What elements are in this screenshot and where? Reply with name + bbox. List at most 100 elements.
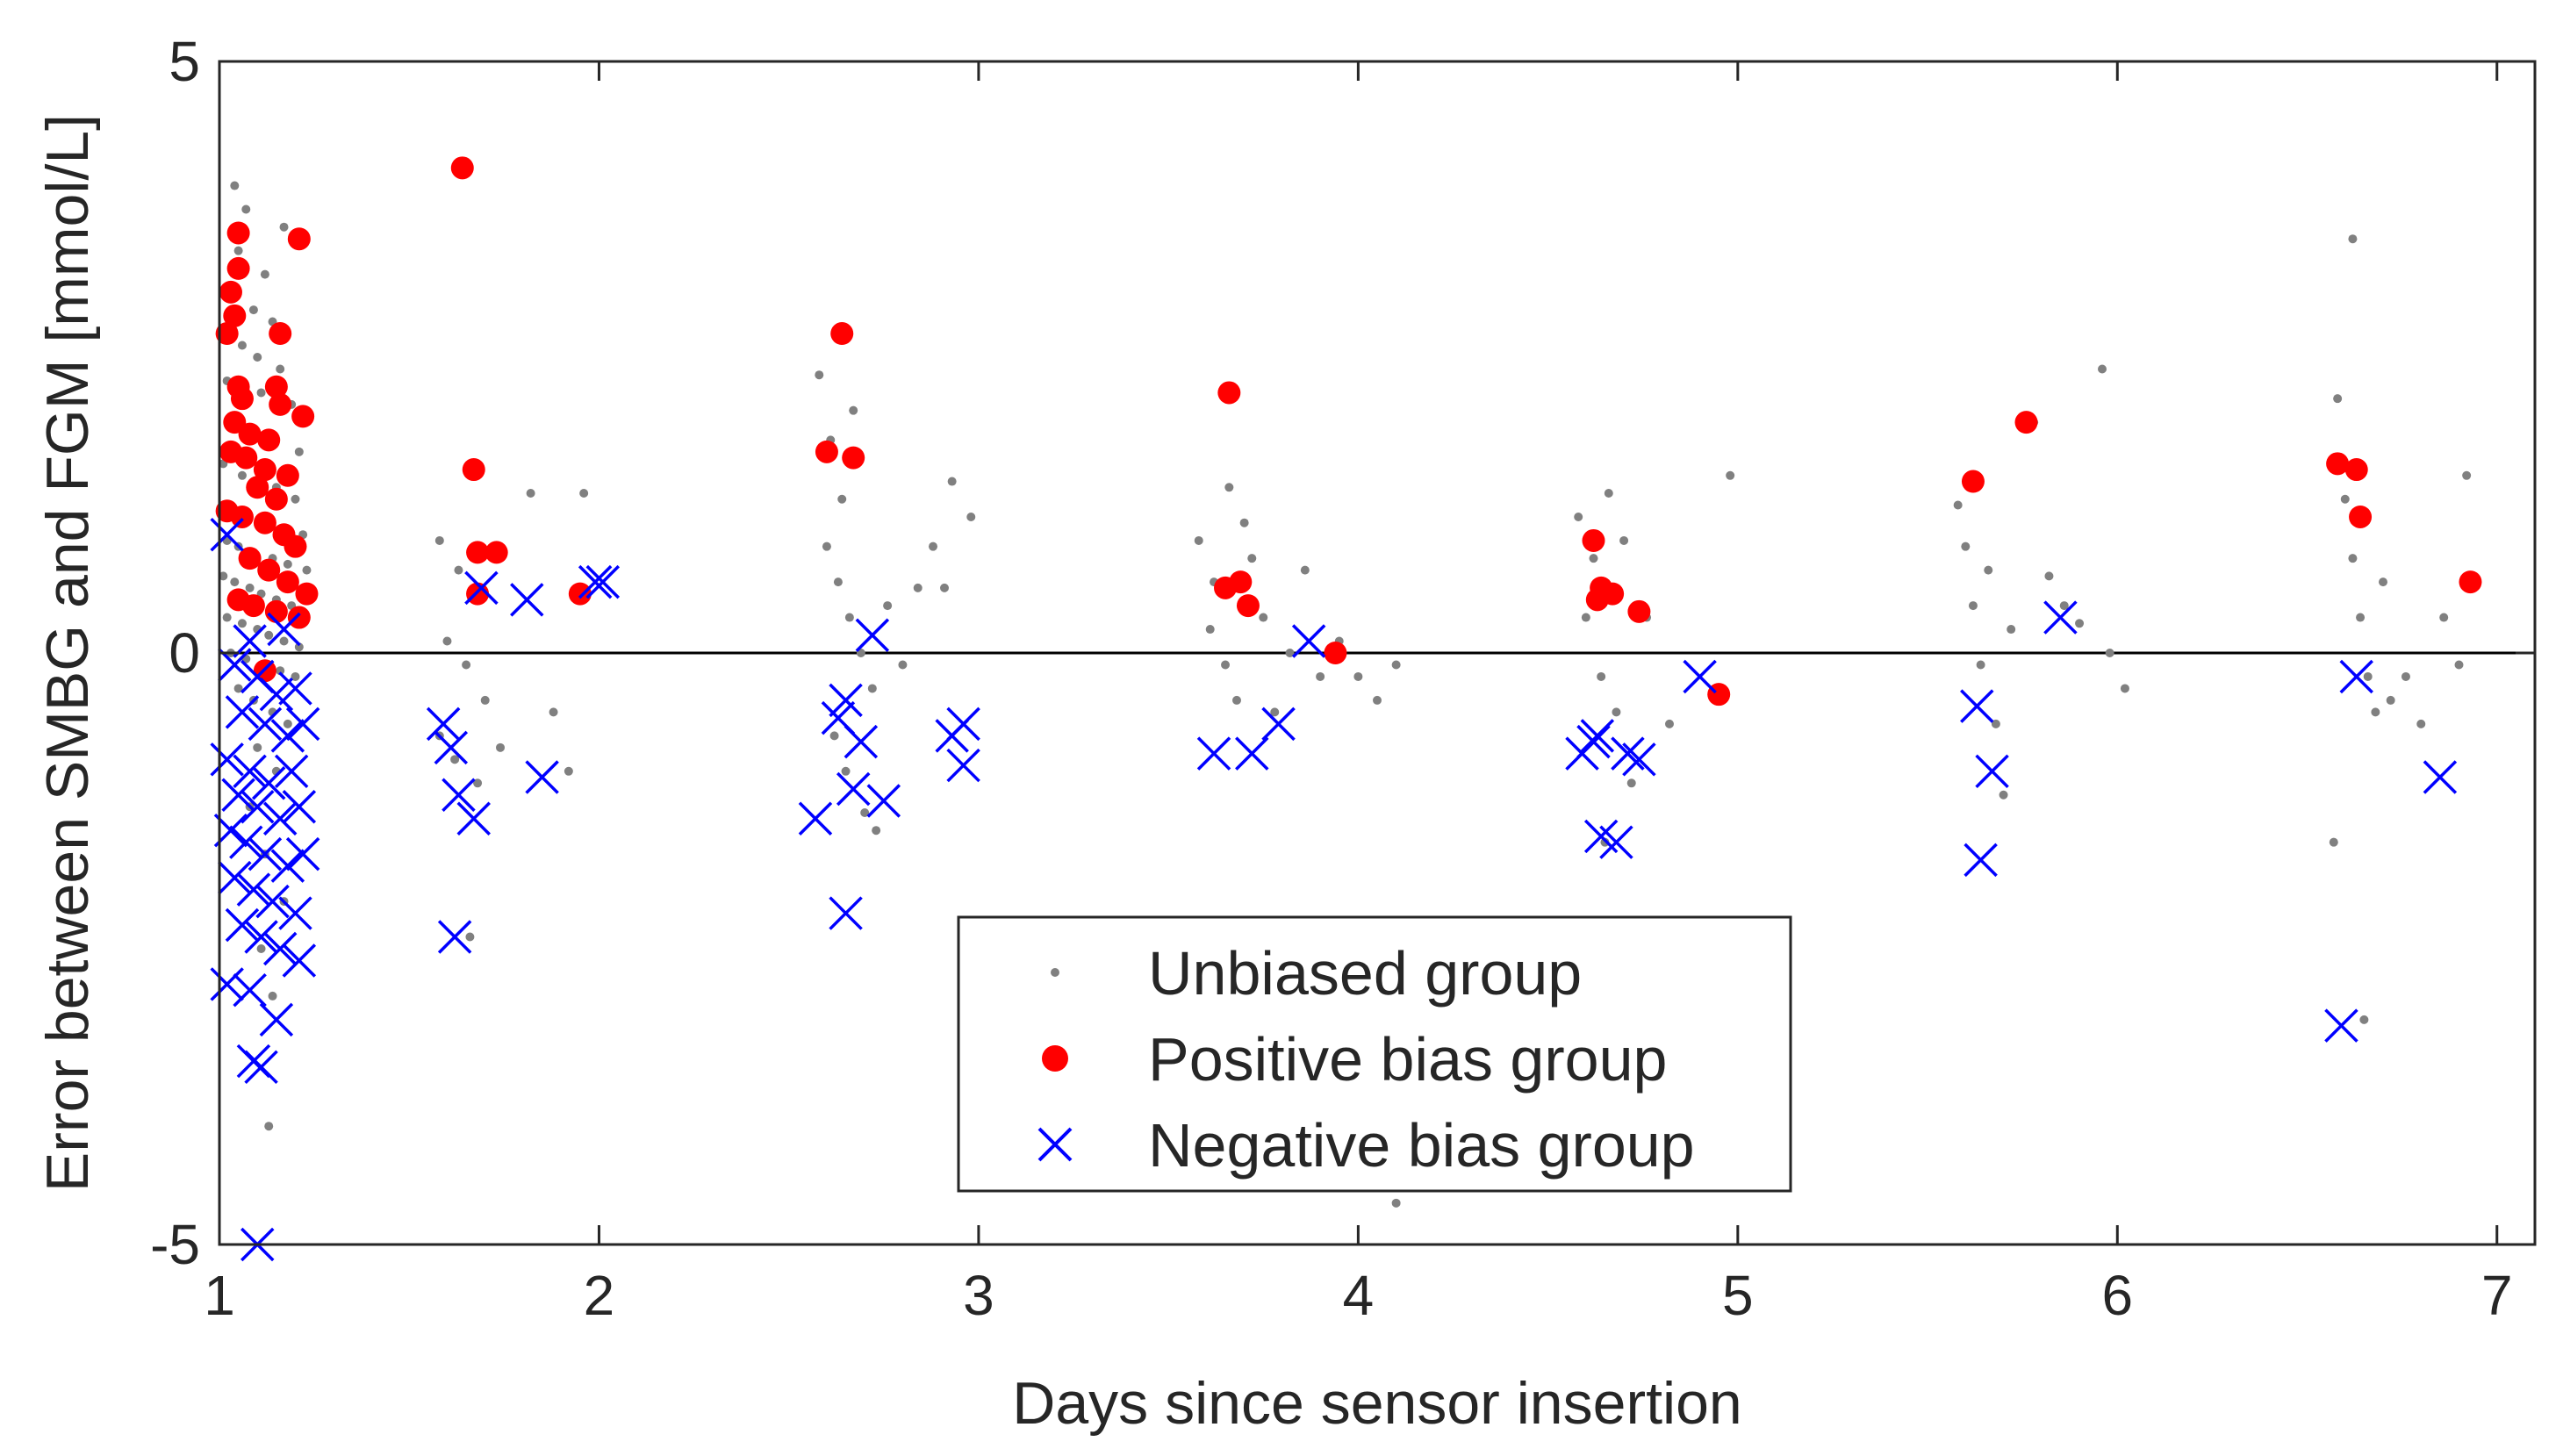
negative-bias-point	[434, 730, 469, 765]
unbiased-point	[248, 305, 258, 315]
unbiased-point	[480, 695, 490, 705]
positive-bias-point	[253, 511, 276, 534]
x-tick-label: 5	[1722, 1264, 1754, 1327]
positive-bias-point	[291, 405, 315, 428]
positive-bias-point	[1582, 528, 1605, 552]
unbiased-point	[230, 577, 240, 587]
negative-bias-point	[233, 624, 267, 658]
unbiased-point	[1589, 554, 1598, 563]
unbiased-point	[222, 613, 232, 622]
unbiased-point	[465, 932, 475, 942]
negative-bias-point	[255, 884, 290, 919]
positive-bias-point	[234, 446, 258, 470]
positive-bias-point	[230, 387, 254, 411]
positive-bias-point	[257, 428, 281, 452]
unbiased-point	[1221, 660, 1231, 670]
unbiased-point	[837, 494, 847, 504]
unbiased-point	[294, 642, 304, 652]
negative-bias-point	[210, 967, 244, 1001]
legend-box	[957, 915, 1792, 1193]
unbiased-point	[253, 353, 262, 362]
unbiased-point	[2007, 625, 2016, 635]
x-axis-label: Days since sensor insertion	[1012, 1370, 1741, 1437]
unbiased-point	[233, 246, 243, 255]
positive-bias-point	[450, 156, 474, 180]
negative-bias-point	[1964, 843, 1998, 878]
positive-bias-point	[215, 322, 239, 346]
unbiased-series	[219, 181, 2472, 1208]
unbiased-point	[2105, 649, 2114, 657]
positive-bias-point	[241, 594, 265, 618]
negative-bias-point	[236, 872, 271, 907]
unbiased-point	[276, 364, 285, 374]
legend-marker-unbiased	[1051, 968, 1059, 977]
negative-bias-point	[1622, 742, 1656, 777]
negative-bias-point	[946, 748, 980, 783]
unbiased-point	[291, 671, 300, 681]
unbiased-point	[237, 470, 247, 480]
positive-bias-point	[842, 446, 865, 470]
positive-bias-point	[238, 422, 262, 446]
negative-bias-point	[1975, 754, 2009, 789]
unbiased-point	[1574, 512, 1583, 521]
positive-bias-point	[223, 304, 247, 327]
unbiased-point	[1597, 671, 1606, 681]
negative-bias-point	[1196, 736, 1231, 771]
positive-bias-point	[264, 487, 288, 511]
positive-bias-point	[1217, 381, 1241, 405]
unbiased-point	[2371, 707, 2380, 717]
positive-bias-point	[2014, 411, 2038, 434]
unbiased-point	[237, 619, 247, 628]
unbiased-point	[268, 991, 277, 1001]
axis-ticks	[218, 60, 2535, 1246]
unbiased-point	[1239, 518, 1249, 527]
negative-bias-series	[210, 517, 2458, 1262]
unbiased-point	[2462, 470, 2472, 480]
unbiased-point	[1999, 790, 2008, 800]
legend-marker-negative	[1037, 1127, 1073, 1162]
negative-bias-point	[946, 706, 980, 742]
unbiased-point	[294, 447, 304, 456]
negative-bias-point	[248, 706, 283, 742]
negative-bias-point	[267, 612, 301, 647]
unbiased-point	[1247, 554, 1257, 563]
unbiased-point	[2075, 619, 2085, 628]
unbiased-point	[1391, 660, 1401, 670]
positive-bias-point	[226, 256, 250, 280]
positive-bias-point	[264, 375, 288, 398]
unbiased-point	[442, 636, 452, 646]
positive-bias-point	[2326, 452, 2350, 476]
unbiased-point	[291, 494, 300, 504]
negative-bias-point	[829, 683, 863, 718]
unbiased-point	[1968, 601, 1978, 611]
unbiased-point	[833, 577, 843, 587]
unbiased-point	[454, 565, 463, 575]
unbiased-point	[1726, 470, 1735, 480]
positive-bias-point	[287, 227, 311, 251]
legend-marker-positive	[1042, 1045, 1068, 1072]
unbiased-point	[279, 636, 289, 646]
negative-bias-point	[437, 920, 472, 954]
y-tick-label: 0	[169, 621, 200, 685]
negative-bias-point	[585, 564, 621, 599]
unbiased-point	[264, 1122, 274, 1131]
unbiased-point	[276, 666, 285, 676]
unbiased-point	[849, 405, 858, 415]
unbiased-point	[2359, 1015, 2369, 1024]
positive-bias-point	[257, 558, 281, 582]
positive-bias-point	[295, 582, 319, 606]
unbiased-point	[860, 807, 870, 817]
positive-bias-point	[2349, 505, 2373, 528]
positive-bias-point	[269, 322, 292, 346]
negative-bias-point	[2043, 600, 2078, 635]
unbiased-point	[1316, 671, 1325, 681]
unbiased-point	[947, 477, 957, 486]
unbiased-point	[2416, 719, 2426, 728]
positive-bias-point	[815, 440, 838, 463]
positive-bias-point	[226, 221, 250, 245]
negative-bias-point	[510, 583, 544, 617]
negative-bias-point	[2423, 760, 2458, 794]
unbiased-point	[1300, 565, 1310, 575]
negative-bias-point	[1261, 706, 1296, 742]
unbiased-point	[256, 944, 266, 953]
